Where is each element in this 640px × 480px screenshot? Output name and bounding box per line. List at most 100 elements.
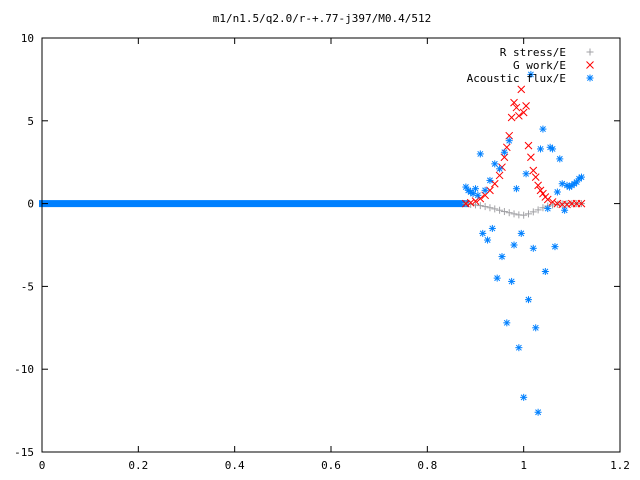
data-point [539,204,547,212]
data-point [524,210,532,218]
data-point [510,241,518,249]
data-point [527,70,535,78]
data-point [495,171,504,180]
data-point [481,186,489,194]
data-point [491,160,499,168]
data-point [512,185,520,193]
data-point [522,102,530,110]
y-tick-label: 0 [27,198,34,211]
data-point [537,145,545,153]
data-point [500,208,508,216]
data-point [479,229,487,237]
data-point [517,85,526,94]
data-point [496,206,504,214]
data-point [551,243,559,251]
data-point [539,125,547,133]
data-point [484,236,492,244]
data-point [534,408,542,416]
data-point [474,191,482,199]
series-1 [462,85,586,209]
data-point [510,98,518,107]
data-point [500,148,508,156]
x-tick-label: 1.2 [610,459,630,472]
data-point [498,253,506,261]
data-point [520,211,528,219]
data-point [543,195,552,204]
data-point [503,319,511,327]
data-point [505,209,513,217]
data-point [524,296,532,304]
legend-marker [586,61,594,69]
legend-marker [586,74,594,82]
legend-label: G work/E [513,59,566,72]
data-point [553,188,561,196]
y-tick-label: 5 [27,115,34,128]
data-point [486,204,494,212]
flat-series-band-fill [39,200,469,208]
data-point [541,267,549,275]
data-point [524,141,533,150]
data-point [491,205,499,213]
data-point [561,206,569,214]
x-tick-label: 1 [520,459,527,472]
y-tick-label: -5 [21,280,34,293]
data-point [519,108,528,117]
y-tick-label: 10 [21,32,34,45]
data-point [486,176,494,184]
data-point [493,274,501,282]
x-tick-label: 0.8 [417,459,437,472]
data-point [508,277,516,285]
data-point [529,208,537,216]
data-point [527,153,535,162]
data-point [539,189,547,198]
chart-title: m1/n1.5/q2.0/r-+.77-j397/M0.4/512 [213,12,432,25]
data-point [505,137,513,145]
data-point [531,173,540,181]
data-point [481,203,489,211]
data-point [490,179,499,188]
data-point [510,210,518,218]
data-point [549,145,557,153]
data-point [529,166,538,175]
x-tick-label: 0 [39,459,46,472]
flat-series-band [39,200,469,208]
data-point [476,202,484,210]
data-point [534,181,542,190]
data-point [472,185,479,193]
data-point [556,155,564,163]
data-point [529,244,537,252]
data-point [512,103,521,112]
x-tick-label: 0.4 [225,459,245,472]
data-point [577,199,586,208]
data-point [517,229,525,237]
data-point [496,165,504,173]
x-tick-label: 0.6 [321,459,341,472]
data-point [476,150,484,158]
data-point [536,186,545,195]
data-point [488,224,496,232]
data-point [577,173,585,181]
data-point [462,183,470,191]
plot-marks [462,70,586,416]
series-2 [462,70,585,416]
x-tick-label: 0.2 [128,459,148,472]
data-point [514,111,523,120]
series-0 [462,200,585,219]
data-point [522,170,530,178]
data-point [515,344,523,352]
axes: 0 0.2 0.4 0.6 0.8 1 1.2 10 5 0 -5 -10 -15 [14,32,630,472]
y-tick-label: -10 [14,363,34,376]
data-point [507,113,516,122]
y-tick-label: -15 [14,446,34,459]
legend-label: Acoustic flux/E [467,72,566,85]
data-point [548,198,557,206]
legend-label: R stress/E [500,46,566,59]
data-point [534,206,542,214]
legend-marker [586,48,594,56]
data-point [544,205,552,213]
data-point [520,393,528,401]
data-point [532,324,540,332]
data-point [558,180,566,188]
